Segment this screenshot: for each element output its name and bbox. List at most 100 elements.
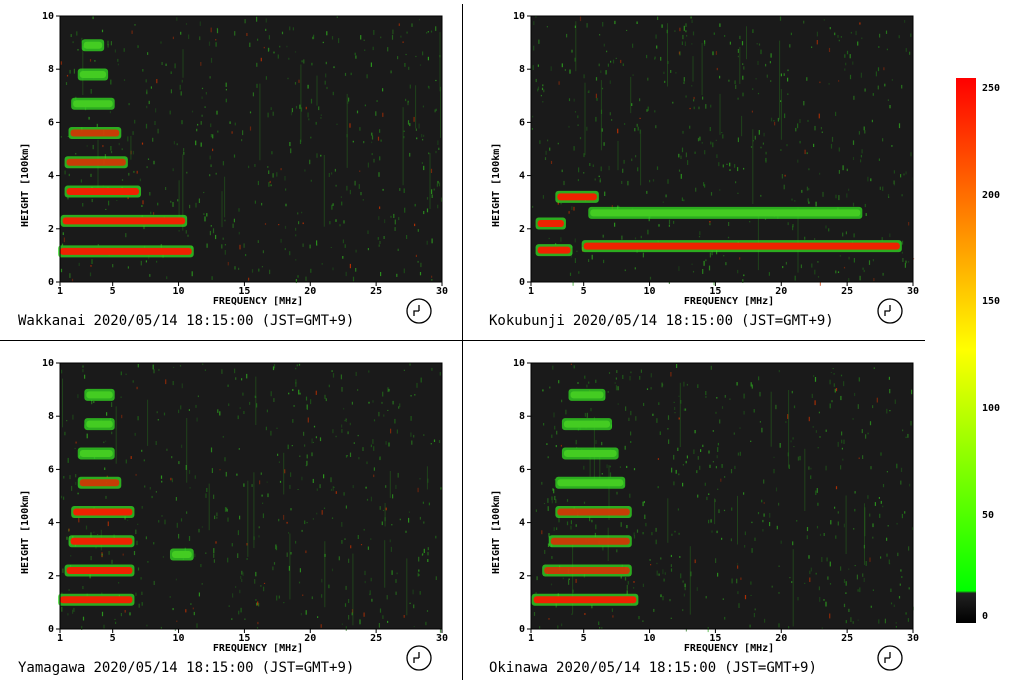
noise-speck (695, 187, 697, 192)
interference-line (324, 541, 326, 608)
noise-speck (279, 480, 282, 483)
noise-speck (542, 389, 544, 392)
noise-speck (299, 139, 302, 144)
noise-speck (662, 201, 664, 203)
noise-speck (316, 153, 318, 158)
noise-speck (224, 507, 227, 512)
noise-speck (348, 97, 350, 102)
noise-speck (611, 119, 613, 121)
noise-speck (670, 564, 672, 567)
x-axis-label: FREQUENCY [MHz] (683, 296, 775, 307)
noise-speck (90, 173, 92, 177)
noise-speck (864, 88, 866, 92)
noise-speck (291, 108, 293, 113)
noise-speck (82, 368, 84, 373)
noise-speck (155, 108, 157, 113)
noise-speck (682, 464, 684, 466)
noise-speck (573, 365, 575, 369)
noise-speck (601, 87, 604, 90)
noise-speck (256, 602, 258, 606)
noise-speck (677, 447, 679, 451)
noise-speck (768, 272, 770, 276)
noise-speck (655, 539, 657, 545)
noise-speck (780, 73, 782, 77)
noise-speck (632, 43, 634, 48)
noise-speck (715, 51, 717, 55)
noise-speck (901, 513, 903, 519)
noise-speck (664, 572, 666, 575)
noise-speck (188, 409, 190, 411)
noise-speck (583, 74, 585, 79)
noise-speck (799, 140, 801, 144)
noise-speck (765, 159, 767, 163)
noise-speck (398, 406, 400, 409)
noise-speck (267, 493, 269, 498)
noise-speck (146, 89, 148, 93)
noise-speck (382, 509, 385, 511)
noise-speck (633, 581, 635, 583)
noise-speck (86, 433, 88, 439)
noise-speck (783, 73, 785, 76)
noise-speck (320, 154, 322, 157)
noise-speck (859, 275, 861, 281)
noise-speck (349, 263, 351, 269)
noise-speck (319, 437, 322, 442)
noise-speck (869, 557, 871, 562)
noise-speck (402, 41, 404, 43)
noise-speck (858, 131, 860, 135)
noise-speck (574, 238, 576, 243)
noise-speck (216, 110, 218, 115)
noise-speck (831, 136, 834, 142)
noise-speck (803, 20, 805, 24)
noise-speck (345, 455, 348, 458)
noise-speck (583, 501, 586, 504)
noise-speck (320, 624, 322, 628)
noise-speck (722, 598, 724, 600)
noise-speck (372, 439, 374, 444)
noise-speck (607, 63, 609, 67)
noise-speck (844, 54, 846, 58)
noise-speck (132, 150, 134, 155)
noise-speck (841, 447, 843, 450)
noise-speck (388, 388, 390, 392)
noise-speck (311, 62, 313, 66)
noise-speck (544, 549, 546, 554)
noise-speck (592, 164, 594, 167)
noise-speck (750, 581, 752, 585)
interference-line (283, 452, 285, 495)
noise-speck (427, 547, 429, 551)
noise-speck (563, 180, 565, 186)
noise-speck (232, 593, 234, 598)
noise-speck (758, 130, 760, 135)
noise-speck (311, 452, 313, 457)
noise-speck (778, 370, 780, 373)
noise-speck (72, 41, 74, 44)
echo-trace (171, 551, 192, 559)
y-tick-label: 2 (48, 224, 54, 235)
noise-speck (293, 405, 295, 407)
noise-speck (691, 19, 693, 23)
noise-speck (141, 602, 143, 606)
noise-speck (690, 571, 692, 577)
x-tick-label: 30 (436, 286, 448, 297)
noise-speck (359, 170, 361, 172)
noise-speck (82, 365, 84, 368)
noise-speck (333, 486, 335, 488)
noise-speck (422, 501, 424, 504)
noise-speck (675, 72, 677, 74)
interference-line (845, 495, 847, 554)
noise-speck (270, 184, 272, 187)
noise-speck (786, 144, 788, 147)
noise-speck (550, 583, 553, 586)
x-ticks: 1 5 10 15 20 25 30 (528, 629, 919, 644)
noise-speck (408, 511, 410, 513)
y-tick-label: 6 (519, 117, 525, 128)
noise-speck (239, 589, 241, 594)
noise-speck (846, 168, 848, 172)
noise-speck (435, 26, 437, 31)
noise-speck (233, 218, 235, 223)
plot-frame (59, 15, 443, 283)
noise-speck (533, 45, 535, 51)
noise-speck (731, 507, 733, 511)
noise-speck (158, 368, 160, 371)
